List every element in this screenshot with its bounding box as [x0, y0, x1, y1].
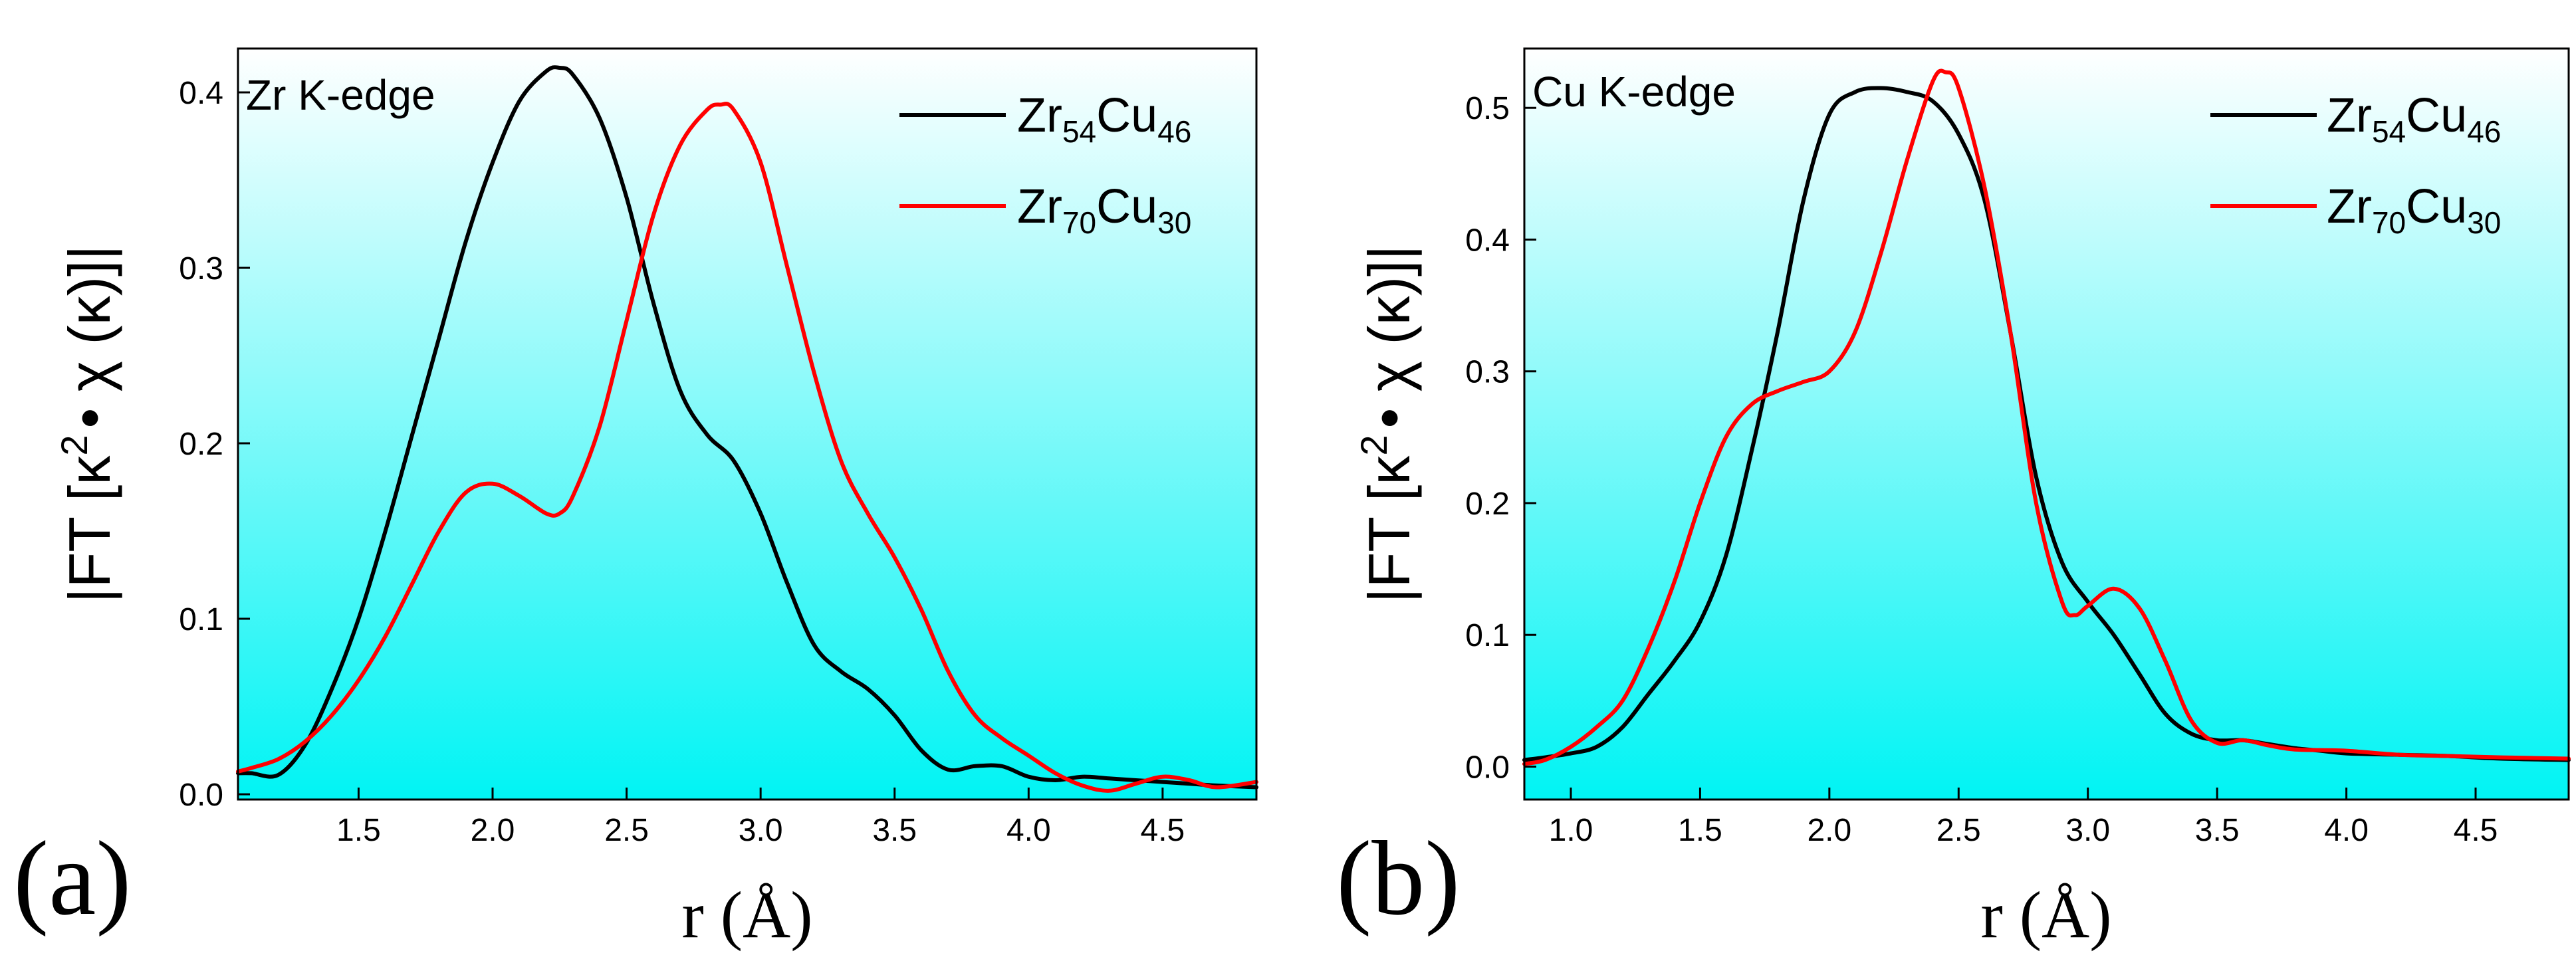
- panel-b-xtick-label: 2.0: [1807, 813, 1851, 848]
- panel-b-xtick-label: 4.0: [2324, 813, 2369, 848]
- panel-b-title: Cu K-edge: [1532, 68, 1736, 116]
- panel-a-ytick-label: 0.4: [179, 76, 223, 111]
- panel-b-series-group: [1522, 68, 2571, 766]
- panel-a-ytick-label: 0.3: [179, 251, 223, 286]
- panel-a-chart: 1.5 2.0 2.5 3.0 3.5 4.0 4.5 0.0 0.1 0.2 0.3 0.4 Zr …: [13, 47, 1258, 952]
- panel-a-letter: (a): [13, 819, 132, 937]
- panel-a-xtick-label: 2.5: [604, 813, 649, 848]
- panel-b-ylabel: |FT [κ2• χ (κ)]|: [1353, 245, 1422, 603]
- panel-b-chart: 1.0 1.5 2.0 2.5 3.0 3.5 4.0 4.5 0.0 0.1 0.2 0.3 0.4 0…: [1336, 47, 2571, 952]
- panel-b-xtick-label: 1.5: [1678, 813, 1722, 848]
- panel-b-ytick-label: 0.5: [1465, 91, 1510, 126]
- panel-a-legend: Zr54Cu46 Zr70Cu30: [899, 89, 1191, 240]
- panel-b-ytick-label: 0.2: [1465, 486, 1510, 522]
- panel-b-frame: [1523, 47, 2570, 801]
- panel-b-ytick-label: 0.4: [1465, 223, 1510, 258]
- panel-a-ylabel: |FT [κ2• χ (κ)]|: [53, 245, 122, 603]
- panel-a-legend-label-zr70cu30: Zr70Cu30: [1017, 180, 1191, 240]
- panel-a-xtick-label: 4.5: [1141, 813, 1185, 848]
- panel-a-title: Zr K-edge: [246, 71, 435, 119]
- panel-a-xtick-label: 2.0: [471, 813, 515, 848]
- panel-b-legend-label-zr70cu30: Zr70Cu30: [2327, 180, 2501, 240]
- panel-b-ytick-label: 0.0: [1465, 750, 1510, 785]
- panel-b-xtick-label: 3.5: [2195, 813, 2240, 848]
- panel-a-xtick-label: 1.5: [336, 813, 381, 848]
- panel-a-ytick-label: 0.2: [179, 427, 223, 462]
- panel-a-line-zr70cu30: [236, 102, 1258, 793]
- panel-b-plot-area: [1524, 49, 2569, 800]
- panel-a-ytick-label: 0.1: [179, 602, 223, 637]
- panel-a-ytick-label: 0.0: [179, 778, 223, 813]
- panel-a-frame: [237, 47, 1258, 801]
- panel-a-series-group: [236, 65, 1258, 793]
- panel-b-ytick-label: 0.3: [1465, 355, 1510, 390]
- panel-b-ticks: 1.0 1.5 2.0 2.5 3.0 3.5 4.0 4.5 0.0 0.1 0.2 0.3 0.4 0…: [1465, 91, 2498, 848]
- panel-a-xtick-label: 4.0: [1006, 813, 1051, 848]
- panel-b-ytick-label: 0.1: [1465, 618, 1510, 653]
- panel-a-line-zr54cu46: [236, 65, 1258, 790]
- panel-a-legend-label-zr54cu46: Zr54Cu46: [1017, 89, 1191, 149]
- panel-b-xlabel: r (Å): [1980, 878, 2111, 952]
- panel-b-letter: (b): [1336, 819, 1461, 937]
- panel-b-legend: Zr54Cu46 Zr70Cu30: [2210, 89, 2501, 240]
- panel-a-xtick-label: 3.0: [739, 813, 783, 848]
- panel-a-plot-area: [238, 49, 1256, 800]
- panel-a-xtick-label: 3.5: [872, 813, 917, 848]
- panel-b-xtick-label: 2.5: [1936, 813, 1981, 848]
- panel-a-ticks: 1.5 2.0 2.5 3.0 3.5 4.0 4.5 0.0 0.1 0.2 0.3 0.4: [179, 76, 1185, 848]
- panel-b-xtick-label: 1.0: [1549, 813, 1593, 848]
- panel-b-legend-label-zr54cu46: Zr54Cu46: [2327, 89, 2501, 149]
- panel-b-line-zr70cu30: [1522, 68, 2571, 766]
- panel-b-xtick-label: 3.0: [2065, 813, 2110, 848]
- panel-a-xlabel: r (Å): [681, 878, 812, 952]
- panel-b-xtick-label: 4.5: [2454, 813, 2498, 848]
